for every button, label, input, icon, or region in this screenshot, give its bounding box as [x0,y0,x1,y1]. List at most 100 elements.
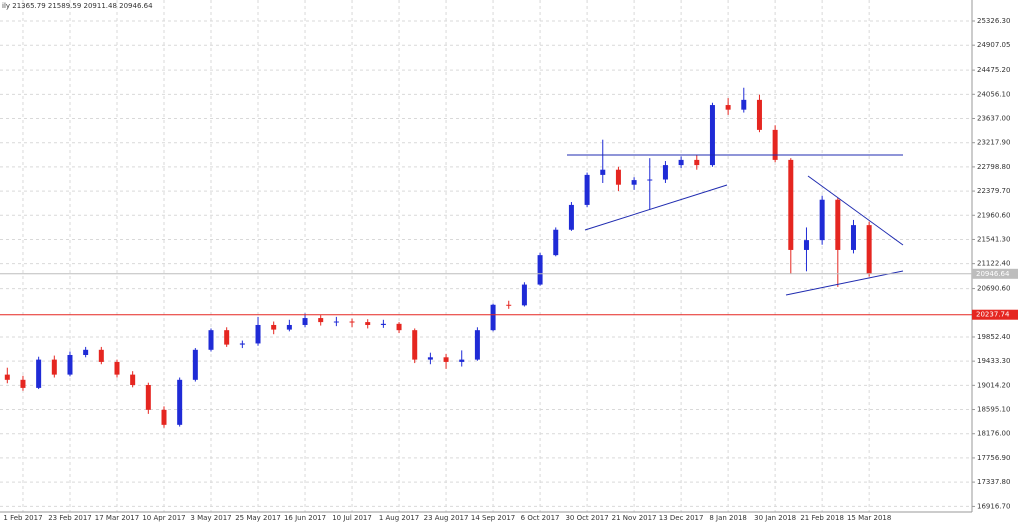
y-tick-label: 16916.70 [977,502,1010,510]
trend-line [807,175,904,246]
y-tick-label: 24475.20 [977,66,1010,74]
x-tick-label: 10 Jul 2017 [332,514,372,522]
y-tick-label: 18176.00 [977,430,1010,438]
price-label: 20946.64 [976,270,1010,278]
candle-body [615,169,621,185]
candle-body [51,359,57,375]
price-label-box [972,268,1018,279]
candle-body [709,105,715,166]
candle-body [224,330,230,345]
y-tick-label: 18595.10 [977,406,1010,414]
candle-body [130,374,136,386]
candle-body [553,229,559,256]
candle-body [631,180,637,185]
candle-body [380,323,386,325]
y-tick-label: 19433.30 [977,357,1010,365]
x-tick-label: 23 Feb 2017 [48,514,92,522]
candle-body [20,379,26,388]
candle-body [506,304,512,306]
y-tick-label: 21541.30 [977,235,1010,243]
plot [4,87,872,428]
candle-body [83,349,89,355]
y-tick-label: 19852.40 [977,333,1010,341]
candle-body [725,105,731,110]
y-tick-label: 17756.90 [977,454,1010,462]
grid [0,0,972,512]
candle-body [678,159,684,166]
y-tick-label: 25326.30 [977,17,1010,25]
candle-body [647,179,653,181]
candle-body [427,357,433,360]
y-tick-label: 22798.80 [977,163,1010,171]
candle-body [192,349,198,380]
candle-body [490,304,496,331]
candle-body [694,159,700,166]
x-tick-label: 21 Feb 2018 [800,514,844,522]
candle-body [459,359,465,362]
candle-body [662,165,668,180]
candle-body [302,318,308,325]
candle-body [741,99,747,110]
candle-body [412,330,418,360]
candle-body [333,321,339,323]
x-tick-label: 15 Mar 2018 [847,514,891,522]
x-tick-label: 16 Jun 2017 [284,514,326,522]
candle-body [239,343,245,345]
candle-body [756,99,762,130]
y-tick-label: 21960.60 [977,211,1010,219]
x-tick-label: 25 May 2017 [235,514,281,522]
trend-line [785,270,904,296]
candle-body [255,324,261,344]
x-tick-label: 1 Aug 2017 [379,514,419,522]
candle-body [537,255,543,285]
x-tick-label: 6 Oct 2017 [521,514,560,522]
x-tick-label: 30 Jan 2018 [754,514,796,522]
y-tick-label: 23217.90 [977,139,1010,147]
y-tick-label: 24056.10 [977,90,1010,98]
candle-body [850,225,856,250]
trend-line [584,184,728,231]
x-tick-label: 14 Sep 2017 [471,514,515,522]
x-tick-label: 1 Feb 2017 [3,514,42,522]
y-tick-label: 23637.00 [977,115,1010,123]
price-label: 20237.74 [976,311,1010,319]
candle-body [271,324,277,330]
x-tick-label: 23 Aug 2017 [424,514,469,522]
candle-body [772,129,778,160]
candle-body [349,321,355,323]
candle-body [521,284,527,306]
candle-body [788,159,794,250]
y-tick-label: 17337.80 [977,478,1010,486]
candle-body [36,359,42,388]
y-tick-label: 22379.70 [977,187,1010,195]
candle-body [145,385,151,410]
candle-body [819,199,825,241]
candle-body [443,357,449,362]
candle-body [98,349,104,362]
candle-body [600,169,606,175]
candle-body [866,225,872,274]
y-tick-label: 19014.20 [977,381,1010,389]
candle-body [67,354,73,375]
candle-body [584,174,590,205]
x-tick-label: 17 Mar 2017 [95,514,139,522]
candle-body [803,240,809,250]
candle-body [177,379,183,425]
candle-body [568,204,574,230]
x-tick-label: 3 May 2017 [190,514,231,522]
candle-body [835,199,841,250]
price-label-box [972,309,1018,320]
x-tick-label: 21 Nov 2017 [612,514,657,522]
info-text: ily 21365.79 21589.59 20911.48 20946.64 [2,2,153,10]
y-tick-label: 21122.40 [977,260,1010,268]
candle-body [4,374,10,380]
x-tick-label: 10 Apr 2017 [142,514,185,522]
candle-body [114,361,120,375]
candle-body [365,322,371,325]
candle-body [208,330,214,350]
y-tick-label: 24907.05 [977,41,1010,49]
x-tick-label: 13 Dec 2017 [659,514,704,522]
candle-body [318,318,324,323]
